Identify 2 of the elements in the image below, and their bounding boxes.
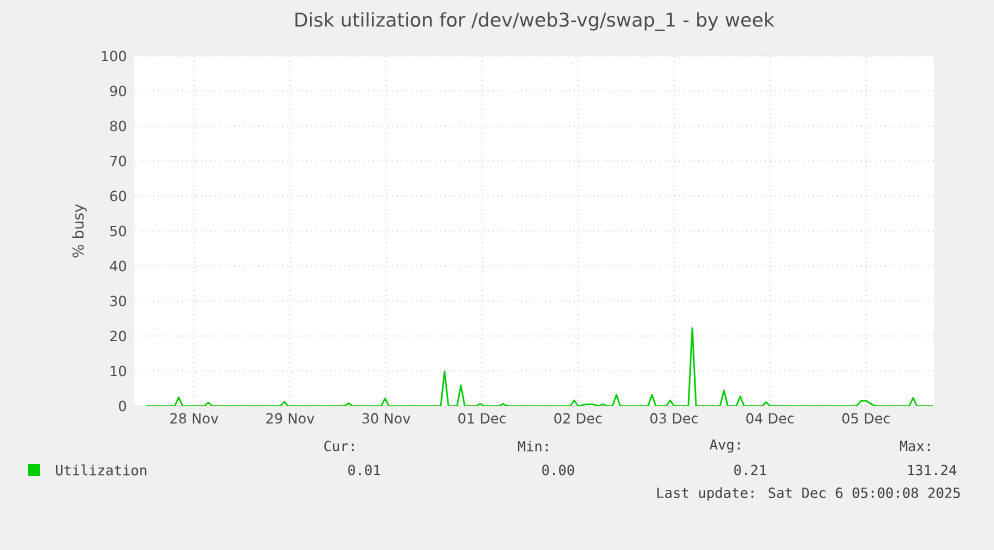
chart-title: Disk utilization for /dev/web3-vg/swap_1 - by week [295,12,775,31]
line-series [145,327,935,406]
